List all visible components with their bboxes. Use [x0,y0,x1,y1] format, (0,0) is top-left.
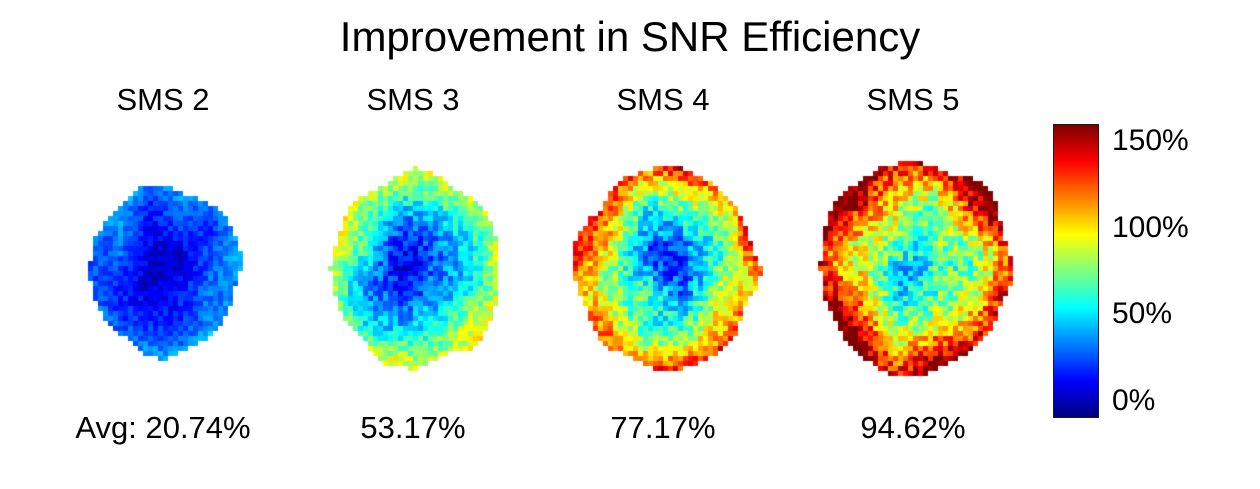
panel-sms4: SMS 4 77.17% [538,80,788,446]
colorbar-gradient [1054,125,1098,417]
panel-sms3: SMS 3 53.17% [288,80,538,446]
avg-label: Avg: 20.74% [75,410,251,445]
colorbar-tick-label: 0% [1112,383,1156,417]
brain-heatmap-sms5 [808,146,1018,386]
panel-sms2: SMS 2 Avg: 20.74% [38,80,288,446]
colorbar-tick-label: 150% [1112,124,1189,158]
brain-heatmap-sms4 [558,146,768,386]
figure-title: Improvement in SNR Efficiency [339,13,921,60]
avg-label: 94.62% [860,410,966,445]
panel-label: SMS 4 [616,82,710,117]
brain-heatmap-sms3 [308,146,518,386]
panel-label: SMS 2 [116,82,210,117]
avg-label: 53.17% [360,410,466,445]
brain-heatmap-sms2 [58,146,268,386]
panel-label: SMS 5 [866,82,960,117]
avg-label: 77.17% [610,410,716,445]
colorbar-tick-label: 100% [1112,210,1189,244]
panel-label: SMS 3 [366,82,460,117]
colorbar-tick-label: 50% [1112,297,1173,331]
colorbar [1053,124,1099,418]
panel-row: SMS 2 Avg: 20.74% SMS 3 53.17% SMS 4 77.… [38,80,1043,446]
panel-sms5: SMS 5 94.62% [788,80,1038,446]
